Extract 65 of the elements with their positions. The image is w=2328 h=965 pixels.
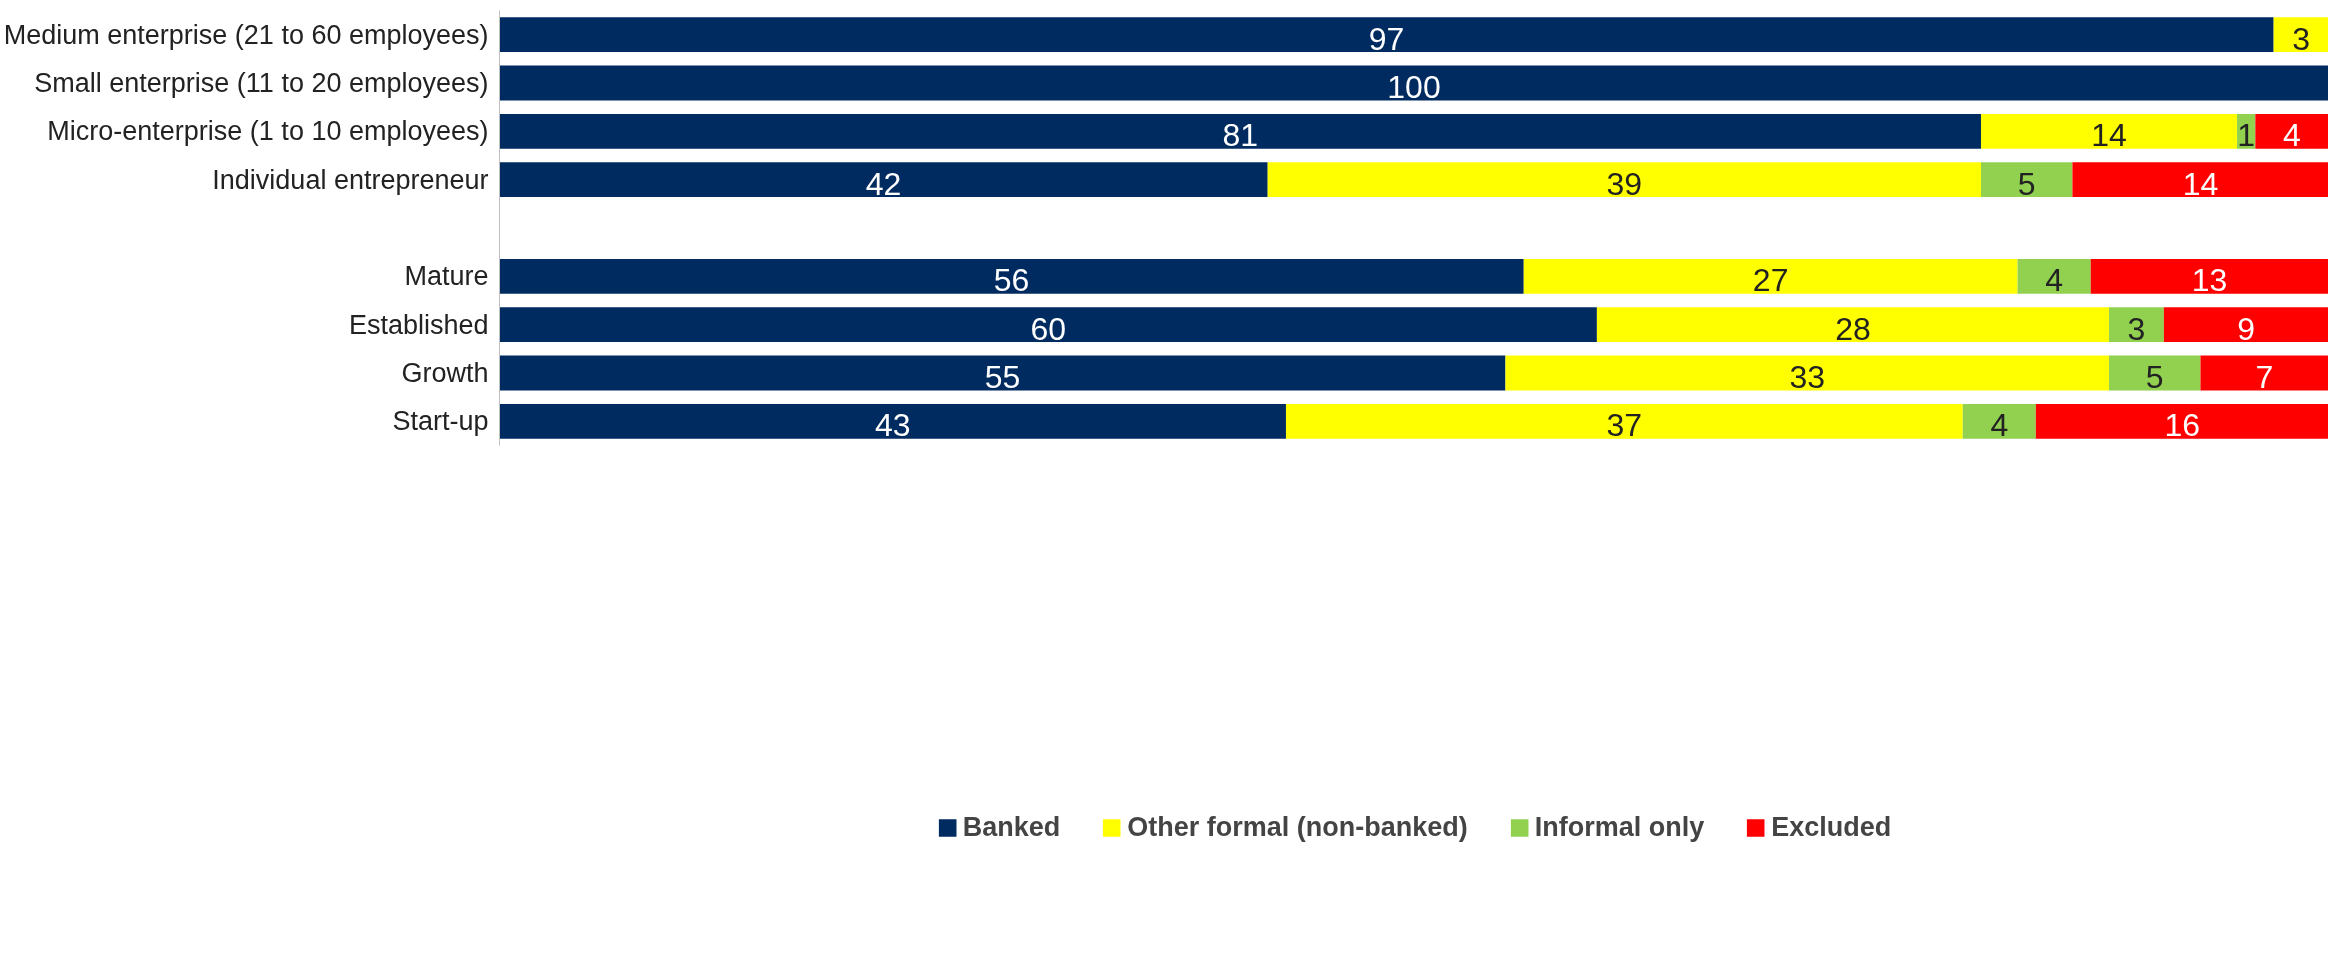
bar [499,258,1524,294]
bar [1980,162,2073,198]
legend-label: Banked [962,811,1061,843]
bar [2273,17,2328,53]
data-label: 4 [1990,407,2009,444]
data-label: 55 [984,359,1021,395]
data-label: 13 [2191,262,2228,299]
bar [1596,307,2110,343]
bar [499,17,2274,53]
data-label: 42 [865,165,902,202]
y-tick-label: Mature [404,261,489,292]
bar [499,162,1268,198]
y-tick-label: Micro-enterprise (1 to 10 employees) [47,116,489,147]
legend-label: Other formal (non-banked) [1127,811,1468,843]
data-label: 14 [2091,117,2127,154]
data-label: 3 [2127,310,2146,347]
data-label: 60 [1030,310,1066,347]
bar [499,65,2328,101]
bar [2035,403,2328,439]
bar [2090,258,2328,294]
y-tick-label: Start-up [392,406,489,437]
data-label: 7 [2255,359,2274,395]
bar [1523,258,2018,294]
bar [1962,403,2036,439]
data-label: 28 [1835,310,1871,347]
data-label: 4 [2283,117,2301,154]
data-label: 9 [2237,310,2256,347]
bar [2255,113,2328,149]
bar [2200,355,2328,391]
bar [1267,162,1981,198]
data-label: 3 [2292,20,2310,57]
legend-label: Excluded [1771,811,1892,843]
data-label: 33 [1789,359,1826,395]
bar [1980,113,2238,149]
data-label: 5 [2017,165,2036,202]
data-label: 16 [2164,407,2200,444]
y-tick-label: Medium enterprise (21 to 60 employees) [3,19,489,50]
data-label: 81 [1222,117,1259,154]
bar [499,355,1506,391]
data-label: 27 [1752,262,1789,299]
bar [1285,403,1963,439]
data-label: 4 [2045,262,2064,299]
data-label: 5 [2145,359,2164,395]
data-label: 39 [1606,165,1643,202]
bar [499,403,1286,439]
data-label: 37 [1606,407,1643,444]
data-label: 100 [1387,69,1441,105]
bar [499,113,1981,149]
bar [2017,258,2091,294]
data-label: 1 [2237,117,2256,154]
y-tick-label: Small enterprise (11 to 20 employees) [34,68,489,98]
legend-label: Informal only [1534,811,1705,843]
bar [499,307,1597,343]
y-tick-label: Established [348,309,489,340]
data-label: 56 [993,262,1030,299]
data-label: 97 [1368,20,1405,57]
bar [2109,307,2164,343]
bar [2109,355,2201,391]
data-label: 14 [2182,165,2219,202]
y-tick-label: Growth [401,358,489,388]
bar [2072,162,2328,198]
bar [1505,355,2110,391]
y-tick-label: Individual entrepreneur [212,164,489,195]
data-label: 43 [874,407,911,444]
bar [2163,307,2328,343]
